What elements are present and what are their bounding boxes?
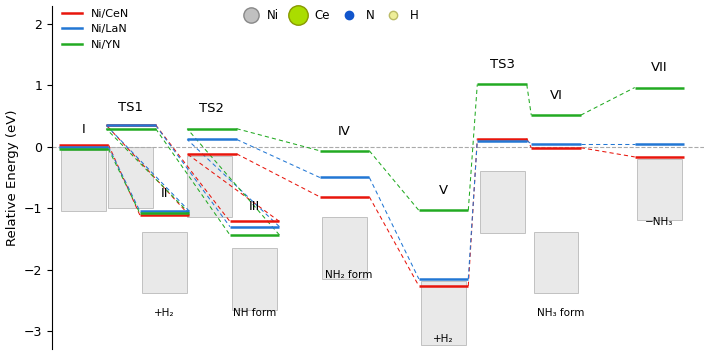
Text: NH₂ form: NH₂ form: [325, 269, 373, 280]
FancyBboxPatch shape: [479, 171, 525, 233]
Text: VI: VI: [550, 89, 562, 102]
Text: +H₂: +H₂: [154, 308, 175, 318]
Text: VII: VII: [651, 61, 668, 74]
Text: V: V: [439, 184, 448, 197]
FancyBboxPatch shape: [421, 281, 466, 345]
Text: IV: IV: [338, 125, 351, 138]
Text: TS1: TS1: [119, 101, 143, 114]
Text: TS3: TS3: [489, 58, 515, 71]
Text: I: I: [82, 123, 86, 136]
Text: III: III: [249, 200, 261, 213]
Text: II: II: [161, 187, 168, 200]
Text: −NH₃: −NH₃: [645, 217, 674, 228]
FancyBboxPatch shape: [109, 147, 153, 208]
FancyBboxPatch shape: [232, 248, 277, 310]
FancyBboxPatch shape: [533, 231, 579, 293]
FancyBboxPatch shape: [142, 231, 187, 293]
FancyBboxPatch shape: [637, 159, 682, 220]
FancyBboxPatch shape: [61, 150, 106, 211]
Text: +H₂: +H₂: [433, 334, 454, 344]
FancyBboxPatch shape: [187, 156, 232, 217]
FancyBboxPatch shape: [322, 217, 367, 279]
Text: NH form: NH form: [233, 308, 276, 318]
Text: NH₃ form: NH₃ form: [537, 308, 584, 318]
Text: TS2: TS2: [200, 103, 224, 115]
Legend: Ni, Ce, N, H: Ni, Ce, N, H: [234, 5, 423, 27]
Y-axis label: Relative Energy (eV): Relative Energy (eV): [6, 109, 18, 246]
